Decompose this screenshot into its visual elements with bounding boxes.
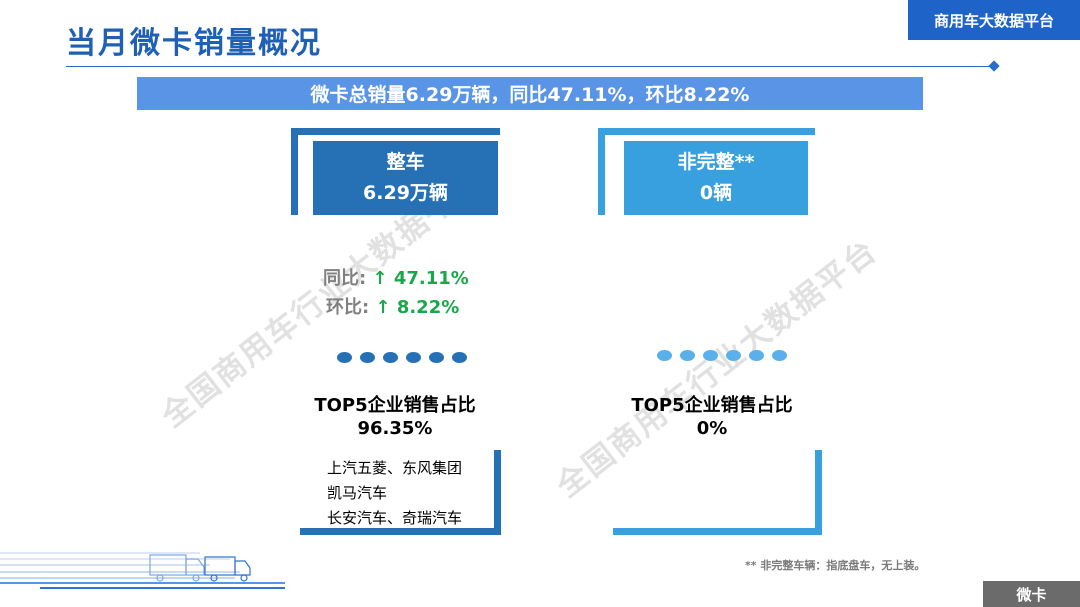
right-top5-value: 0% xyxy=(696,418,728,439)
left-card: 整车 6.29万辆 xyxy=(313,141,498,215)
mom-label: 环比: xyxy=(326,297,376,318)
title-divider xyxy=(66,66,994,67)
dot xyxy=(703,350,718,361)
brand-badge: 商用车大数据平台 xyxy=(908,0,1080,40)
dot xyxy=(726,350,741,361)
footnote: ** 非完整车辆：指底盘车，无上装。 xyxy=(745,559,926,572)
right-card-name: 非完整** xyxy=(677,151,755,173)
left-card-name: 整车 xyxy=(386,151,425,173)
dot xyxy=(406,352,421,363)
yoy-label: 同比: xyxy=(323,268,373,289)
left-card-value: 6.29万辆 xyxy=(363,182,448,204)
dot xyxy=(429,352,444,363)
dot xyxy=(452,352,467,363)
dot xyxy=(749,350,764,361)
page-title: 当月微卡销量概况 xyxy=(66,26,322,61)
left-frame-top xyxy=(291,128,500,215)
dot xyxy=(680,350,695,361)
dot xyxy=(337,352,352,363)
left-top5-title: TOP5企业销售占比 xyxy=(314,395,476,416)
dot xyxy=(772,350,787,361)
mom-value: ↑ 8.22% xyxy=(375,297,460,318)
mom-stat: 环比: ↑ 8.22% xyxy=(326,293,459,319)
right-card: 非完整** 0辆 xyxy=(624,141,808,215)
left-frame-bottom xyxy=(300,450,501,535)
divider-end-marker xyxy=(988,60,1000,72)
left-top5-value: 96.35% xyxy=(357,418,433,439)
right-top5: TOP5企业销售占比 0% xyxy=(612,394,812,440)
right-dots xyxy=(657,350,787,361)
right-frame-bottom xyxy=(613,450,822,535)
dot xyxy=(383,352,398,363)
truck-fleet-icon xyxy=(0,552,285,589)
company-list: 上汽五菱、东风集团 凯马汽车 长安汽车、奇瑞汽车 xyxy=(327,456,462,531)
company-line: 凯马汽车 xyxy=(327,484,388,502)
left-dots xyxy=(337,352,467,363)
left-top5: TOP5企业销售占比 96.35% xyxy=(295,394,495,440)
corner-badge: 微卡 xyxy=(983,581,1080,607)
company-line: 上汽五菱、东风集团 xyxy=(327,459,463,477)
right-card-value: 0辆 xyxy=(699,182,733,204)
summary-bar: 微卡总销量6.29万辆，同比47.11%，环比8.22% xyxy=(137,77,923,110)
company-line: 长安汽车、奇瑞汽车 xyxy=(327,509,463,527)
yoy-stat: 同比: ↑ 47.11% xyxy=(323,264,469,290)
dot xyxy=(360,352,375,363)
right-frame-top xyxy=(598,128,815,215)
dot xyxy=(657,350,672,361)
right-top5-title: TOP5企业销售占比 xyxy=(631,395,793,416)
yoy-value: ↑ 47.11% xyxy=(372,268,469,289)
